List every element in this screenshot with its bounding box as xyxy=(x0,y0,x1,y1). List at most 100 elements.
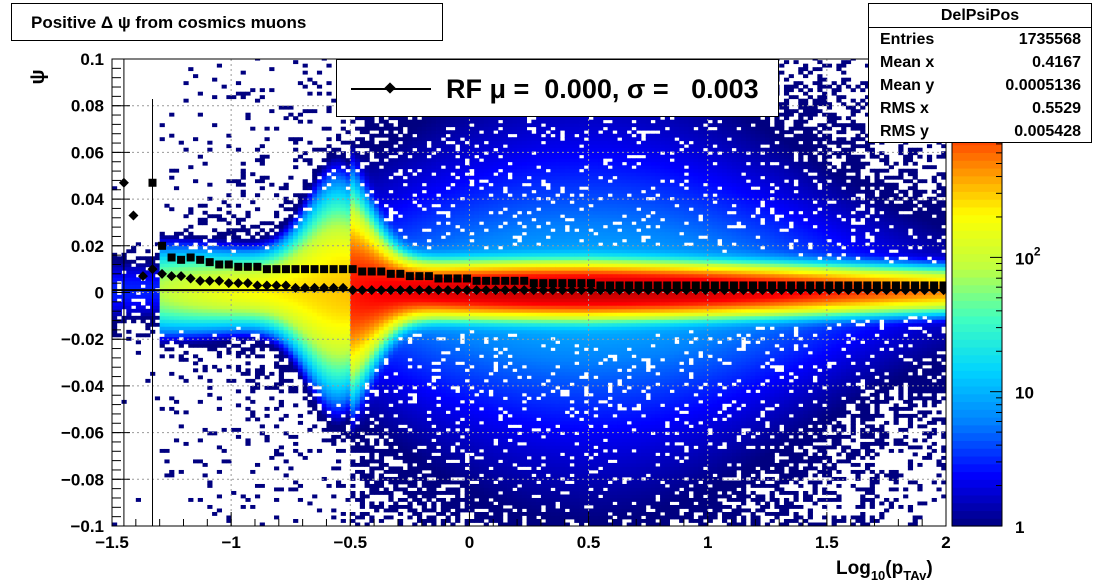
heatmap-cell xyxy=(450,326,456,331)
heatmap-cell xyxy=(293,60,299,65)
heatmap-cell xyxy=(397,179,404,184)
heatmap-cell xyxy=(326,210,332,215)
heatmap-cell xyxy=(340,315,346,320)
heatmap-cell xyxy=(221,315,227,320)
heatmap-cell xyxy=(440,322,446,327)
heatmap-cell xyxy=(374,403,380,408)
heatmap-cell xyxy=(254,245,261,250)
heatmap-cell xyxy=(421,259,427,264)
heatmap-cell xyxy=(288,242,294,247)
heatmap-cell xyxy=(402,476,408,481)
heatmap-cell xyxy=(345,175,351,180)
heatmap-cell xyxy=(412,315,418,320)
heatmap-cell xyxy=(417,259,423,264)
heatmap-cell xyxy=(178,424,184,429)
heatmap-cell xyxy=(183,147,189,152)
heatmap-cell xyxy=(302,259,308,264)
heatmap-cell xyxy=(307,284,313,289)
heatmap-cell xyxy=(383,235,389,240)
heatmap-cell xyxy=(378,305,385,310)
heatmap-cell xyxy=(112,266,118,271)
heatmap-cell xyxy=(355,305,361,310)
heatmap-cell xyxy=(388,144,394,149)
heatmap-cell xyxy=(402,382,408,387)
heatmap-cell xyxy=(393,403,399,408)
heatmap-cell xyxy=(421,508,427,513)
heatmap-cell xyxy=(464,270,470,275)
heatmap-cell xyxy=(312,350,318,355)
heatmap-cell xyxy=(221,256,227,261)
heatmap-cell xyxy=(459,214,466,219)
heatmap-cell xyxy=(369,340,375,345)
heatmap-cell xyxy=(445,161,451,166)
heatmap-cell xyxy=(302,371,308,376)
heatmap-cell xyxy=(231,343,237,348)
heatmap-cell xyxy=(369,147,375,152)
heatmap-cell xyxy=(307,221,313,226)
heatmap-cell xyxy=(440,319,446,324)
heatmap-cell xyxy=(326,354,332,359)
heatmap-cell xyxy=(431,238,437,243)
heatmap-cell xyxy=(350,385,356,390)
heatmap-cell xyxy=(445,175,451,180)
heatmap-cell xyxy=(159,326,165,331)
heatmap-cell xyxy=(431,137,437,142)
heatmap-cell xyxy=(302,368,308,373)
heatmap-cell xyxy=(226,249,232,254)
heatmap-cell xyxy=(207,238,213,243)
heatmap-cell xyxy=(455,518,461,523)
heatmap-cell xyxy=(297,350,304,355)
heatmap-cell xyxy=(216,333,223,338)
heatmap-cell xyxy=(421,389,427,394)
heatmap-cell xyxy=(374,417,380,422)
heatmap-cell xyxy=(312,326,318,331)
heatmap-cell xyxy=(250,315,256,320)
heatmap-cell xyxy=(350,518,356,523)
heatmap-cell xyxy=(321,196,327,201)
heatmap-cell xyxy=(245,259,251,264)
heatmap-cell xyxy=(307,301,313,306)
heatmap-cell xyxy=(321,322,327,327)
heatmap-cell xyxy=(340,319,346,324)
heatmap-cell xyxy=(355,368,361,373)
heatmap-cell xyxy=(340,245,346,250)
heatmap-cell xyxy=(436,252,442,257)
heatmap-cell xyxy=(417,294,423,299)
heatmap-cell xyxy=(221,308,227,313)
heatmap-cell xyxy=(340,417,346,422)
heatmap-cell xyxy=(335,308,342,313)
heatmap-cell xyxy=(274,235,280,240)
heatmap-cell xyxy=(417,207,423,212)
heatmap-cell xyxy=(288,466,294,471)
heatmap-cell xyxy=(154,291,161,296)
heatmap-cell xyxy=(226,203,232,208)
heatmap-cell xyxy=(417,280,423,285)
heatmap-cell xyxy=(264,438,270,443)
heatmap-cell xyxy=(164,263,170,268)
heatmap-cell xyxy=(307,305,313,310)
heatmap-cell xyxy=(340,298,346,303)
heatmap-cell xyxy=(378,336,385,341)
heatmap-cell xyxy=(378,396,385,401)
heatmap-cell xyxy=(383,161,389,166)
heatmap-cell xyxy=(397,480,404,485)
heatmap-cell xyxy=(426,298,432,303)
heatmap-cell xyxy=(464,382,470,387)
heatmap-cell xyxy=(359,357,365,362)
heatmap-cell xyxy=(421,193,427,198)
heatmap-cell xyxy=(378,389,385,394)
heatmap-cell xyxy=(431,350,437,355)
heatmap-cell xyxy=(407,319,413,324)
heatmap-cell xyxy=(402,119,408,124)
heatmap-cell xyxy=(188,238,194,243)
heatmap-cell xyxy=(316,371,323,376)
heatmap-cell xyxy=(378,126,385,131)
heatmap-cell xyxy=(374,490,380,495)
heatmap-cell xyxy=(188,67,194,72)
heatmap-cell xyxy=(464,490,470,495)
heatmap-cell xyxy=(455,350,461,355)
heatmap-cell xyxy=(383,308,389,313)
heatmap-cell xyxy=(335,147,342,152)
heatmap-cell xyxy=(345,364,351,369)
heatmap-cell xyxy=(407,308,413,313)
